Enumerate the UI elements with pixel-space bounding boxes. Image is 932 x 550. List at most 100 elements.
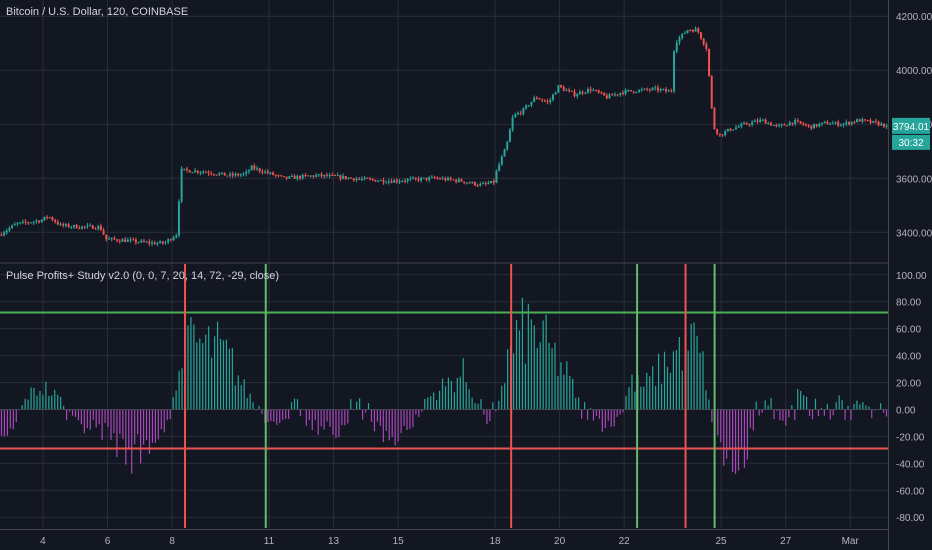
candle-body — [377, 180, 380, 182]
candle-down — [148, 239, 151, 247]
candle-body — [374, 179, 377, 182]
candle-body — [826, 121, 829, 125]
time-tick-label: 13 — [328, 536, 340, 547]
candle-body — [188, 170, 191, 173]
candle-up — [412, 175, 415, 180]
candle-up — [557, 84, 560, 94]
candle-down — [94, 227, 97, 230]
candle-down — [186, 166, 189, 173]
candle-body — [605, 95, 608, 99]
time-tick-label: 11 — [264, 536, 275, 547]
price-tick-label: 4000.00 — [896, 66, 932, 77]
candle-body — [710, 75, 713, 108]
candle-body — [702, 38, 705, 45]
candle-up — [247, 169, 250, 175]
candle-down — [455, 178, 458, 184]
candle-body — [592, 90, 595, 92]
candle-body — [603, 92, 606, 96]
candle-body — [640, 89, 643, 91]
candle-body — [608, 94, 611, 99]
candle-down — [538, 97, 541, 100]
candle-body — [86, 225, 89, 227]
candle-body — [59, 223, 62, 225]
candle-body — [465, 182, 468, 184]
candle-down — [261, 168, 264, 175]
candle-up — [323, 174, 326, 179]
candle-down — [253, 163, 256, 171]
candle-down — [665, 86, 667, 94]
candle-up — [21, 219, 24, 225]
candle-up — [778, 123, 781, 128]
candle-body — [91, 225, 94, 229]
candle-up — [667, 89, 670, 92]
candle-body — [3, 232, 6, 236]
candle-body — [237, 173, 240, 176]
candle-body — [290, 175, 293, 177]
time-tick-label: 6 — [105, 536, 111, 547]
candle-body — [732, 129, 735, 131]
candle-body — [406, 179, 409, 182]
candle-up — [191, 172, 194, 174]
candle-down — [630, 90, 633, 92]
candle-up — [409, 176, 412, 182]
time-tick-label: 18 — [489, 536, 501, 547]
candle-up — [301, 173, 304, 180]
candle-body — [32, 221, 35, 223]
candle-body — [363, 177, 366, 179]
candle-up — [638, 89, 641, 93]
candle-body — [159, 241, 162, 244]
candle-up — [678, 35, 681, 46]
candle-up — [393, 179, 396, 183]
candle-down — [320, 172, 323, 179]
candle-body — [648, 89, 651, 91]
candle-body — [398, 181, 401, 183]
candle-up — [686, 29, 689, 34]
candle-down — [729, 127, 732, 132]
candle-body — [78, 228, 81, 230]
candle-up — [627, 89, 630, 92]
candle-down — [27, 221, 30, 225]
candle-up — [885, 124, 888, 129]
candle-up — [342, 173, 345, 180]
candle-body — [600, 92, 603, 94]
candle-body — [272, 172, 275, 175]
candle-down — [452, 179, 455, 181]
last-price-badge — [892, 117, 930, 134]
oscillator-tick-label: -60.00 — [896, 486, 925, 497]
candle-up — [740, 122, 743, 129]
candle-body — [804, 124, 807, 126]
oscillator-tick-label: 40.00 — [896, 352, 921, 363]
candle-body — [850, 121, 853, 125]
candle-up — [199, 171, 202, 176]
candle-body — [621, 92, 624, 94]
candle-body — [670, 90, 673, 92]
candle-up — [608, 92, 611, 99]
candle-body — [204, 171, 207, 173]
candle-body — [64, 224, 67, 226]
candle-body — [425, 177, 428, 180]
candle-up — [347, 177, 350, 180]
candle-body — [726, 128, 729, 132]
candle-down — [877, 120, 880, 127]
candle-body — [29, 222, 32, 224]
candle-down — [570, 90, 573, 93]
candle-body — [683, 32, 686, 34]
candle-up — [732, 129, 735, 131]
candle-body — [535, 97, 538, 99]
candle-body — [97, 225, 100, 229]
candle-body — [708, 48, 711, 76]
candle-body — [89, 225, 92, 227]
candle-up — [624, 88, 627, 96]
candle-up — [578, 89, 581, 95]
candle-body — [783, 124, 786, 126]
candle-down — [621, 90, 624, 96]
candle-body — [180, 168, 183, 202]
candle-down — [374, 179, 377, 182]
candle-body — [269, 172, 272, 174]
candle-body — [729, 128, 732, 131]
candle-body — [885, 125, 888, 127]
candle-body — [167, 239, 170, 243]
candle-down — [804, 123, 807, 127]
candle-down — [699, 31, 702, 40]
